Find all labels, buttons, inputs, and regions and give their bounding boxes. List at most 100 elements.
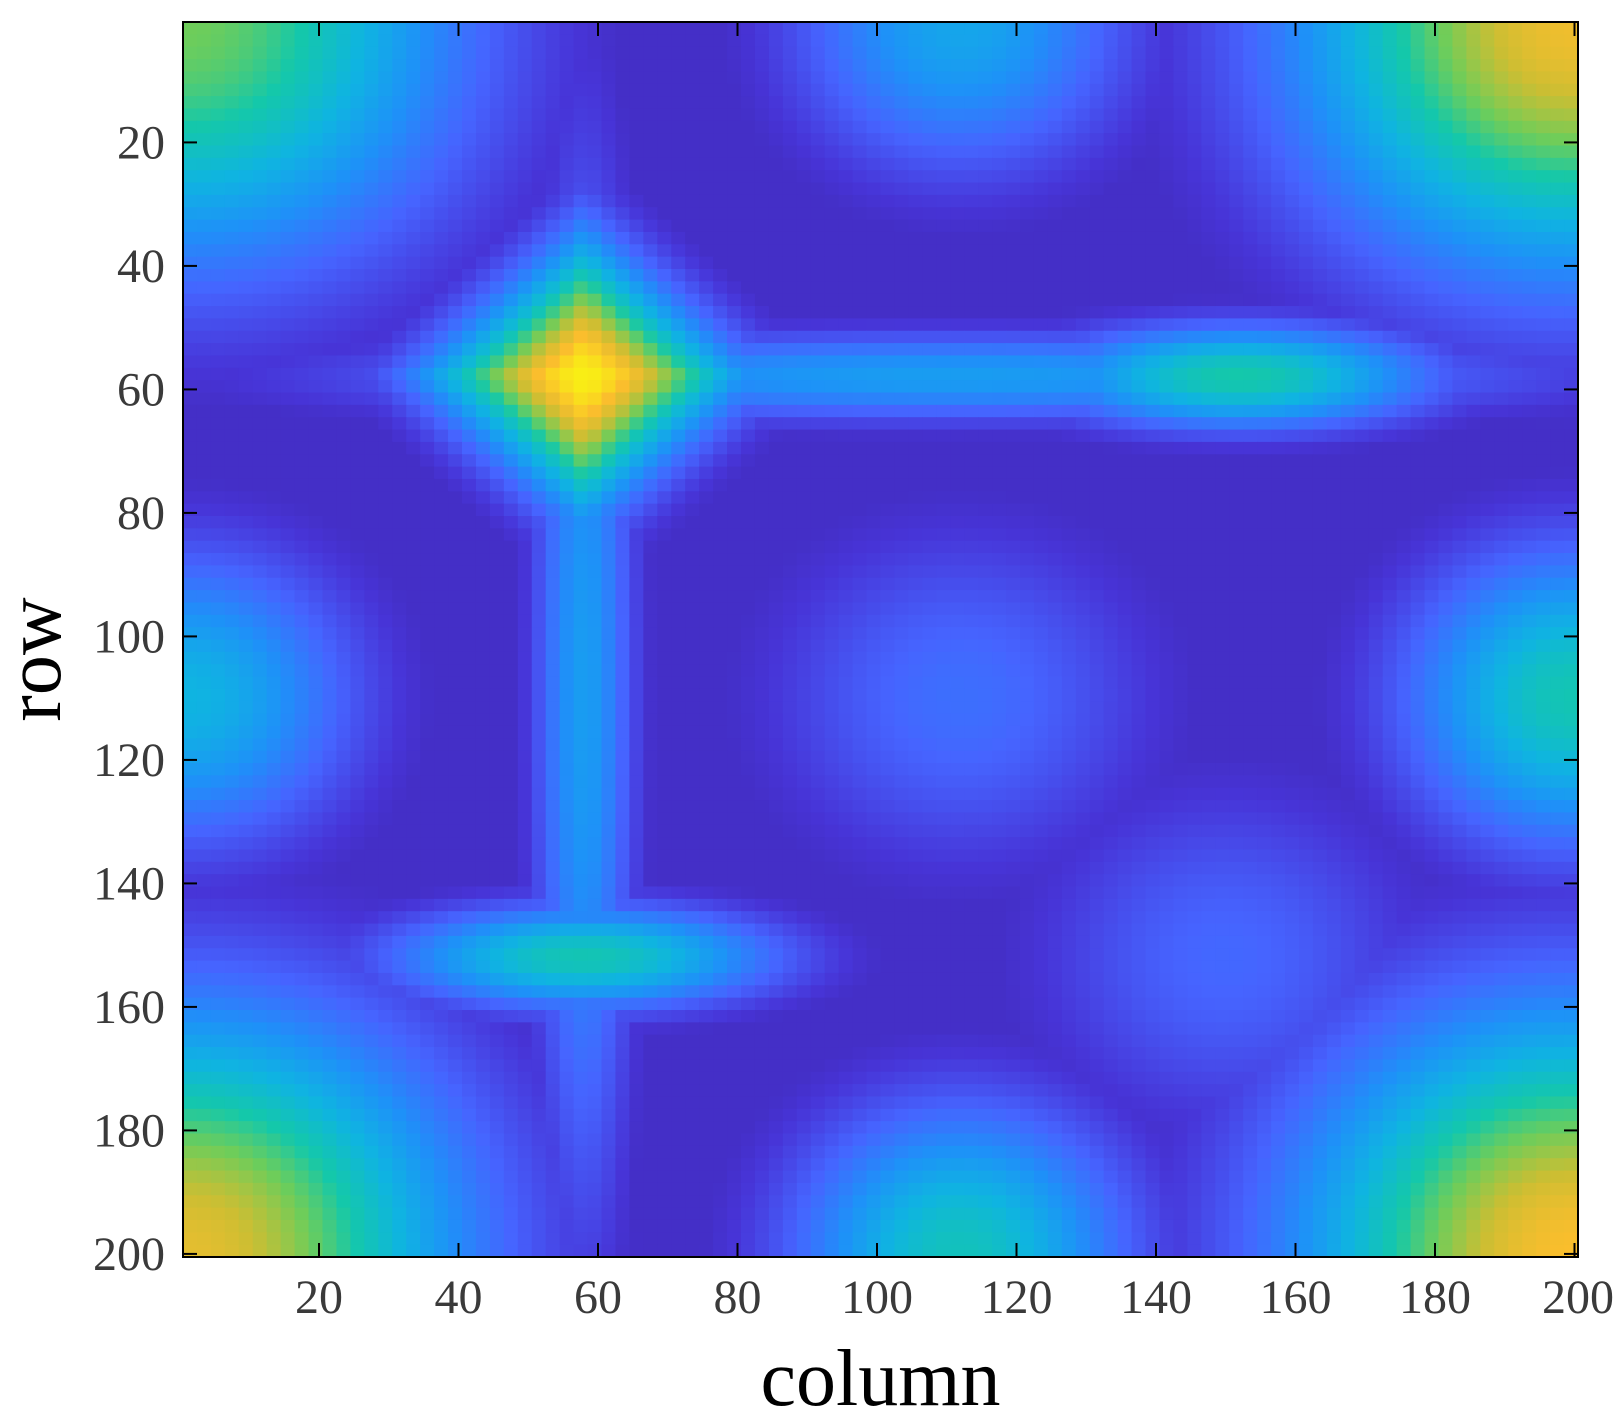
heatmap-cell bbox=[1368, 170, 1384, 184]
heatmap-cell bbox=[1201, 380, 1216, 394]
heatmap-cell bbox=[713, 71, 728, 85]
heatmap-cell bbox=[238, 417, 254, 431]
heatmap-cell bbox=[1020, 59, 1035, 72]
heatmap-cell bbox=[392, 614, 407, 628]
heatmap-cell bbox=[420, 330, 435, 344]
heatmap-cell bbox=[1522, 441, 1537, 455]
heatmap-cell bbox=[434, 145, 449, 159]
heatmap-cell bbox=[1020, 269, 1035, 282]
heatmap-cell bbox=[475, 194, 491, 208]
heatmap-cell bbox=[754, 194, 770, 208]
heatmap-cell bbox=[517, 22, 533, 35]
heatmap-cell bbox=[224, 590, 240, 604]
heatmap-cell bbox=[224, 22, 240, 35]
heatmap-cell bbox=[768, 306, 784, 319]
heatmap-cell bbox=[336, 392, 351, 406]
heatmap-cell bbox=[517, 466, 533, 480]
heatmap-cell bbox=[420, 293, 435, 307]
heatmap-cell bbox=[545, 293, 561, 307]
heatmap-cell bbox=[294, 602, 310, 616]
heatmap-cell bbox=[1006, 417, 1021, 431]
heatmap-cell bbox=[531, 355, 547, 369]
heatmap-cell bbox=[1312, 306, 1328, 319]
heatmap-cell bbox=[1354, 466, 1370, 480]
heatmap-cell bbox=[266, 454, 282, 468]
heatmap-cell bbox=[1020, 46, 1035, 60]
heatmap-cell bbox=[434, 441, 449, 455]
heatmap-cell bbox=[1131, 330, 1147, 344]
heatmap-cell bbox=[992, 441, 1007, 455]
heatmap-cell bbox=[1508, 256, 1523, 270]
heatmap-cell bbox=[364, 417, 379, 431]
heatmap-cell bbox=[280, 528, 296, 542]
heatmap-cell bbox=[838, 503, 854, 517]
heatmap-cell bbox=[1243, 454, 1258, 468]
heatmap-cell bbox=[475, 120, 491, 134]
heatmap-cell bbox=[936, 318, 951, 332]
heatmap-cell bbox=[1299, 281, 1314, 295]
heatmap-cell bbox=[210, 231, 226, 245]
heatmap-cell bbox=[559, 108, 575, 122]
heatmap-cell bbox=[1299, 355, 1314, 369]
heatmap-cell bbox=[1536, 34, 1551, 48]
heatmap-cell bbox=[448, 404, 463, 418]
heatmap-cell bbox=[1173, 293, 1188, 307]
heatmap-cell bbox=[238, 182, 254, 196]
heatmap-cell bbox=[1103, 491, 1119, 505]
heatmap-cell bbox=[294, 478, 310, 492]
heatmap-cell bbox=[420, 157, 435, 171]
heatmap-cell bbox=[1340, 454, 1356, 468]
heatmap-cell bbox=[224, 83, 240, 97]
heatmap-cell bbox=[1131, 281, 1147, 295]
heatmap-cell bbox=[643, 96, 658, 110]
heatmap-cell bbox=[1020, 417, 1035, 431]
heatmap-cell bbox=[350, 516, 365, 529]
heatmap-cell bbox=[1438, 590, 1454, 604]
heatmap-cell bbox=[908, 404, 923, 418]
heatmap-cell bbox=[838, 145, 854, 159]
heatmap-cell bbox=[434, 293, 449, 307]
heatmap-cell bbox=[1424, 380, 1440, 394]
heatmap-cell bbox=[1229, 120, 1244, 134]
heatmap-cell bbox=[322, 577, 338, 591]
heatmap-cell bbox=[643, 231, 658, 245]
heatmap-cell bbox=[587, 219, 603, 233]
heatmap-cell bbox=[1285, 528, 1300, 542]
heatmap-cell bbox=[1145, 269, 1161, 282]
heatmap-cell bbox=[1145, 392, 1161, 406]
heatmap-cell bbox=[1410, 96, 1426, 110]
heatmap-cell bbox=[1312, 516, 1328, 529]
heatmap-cell bbox=[1340, 281, 1356, 295]
heatmap-cell bbox=[992, 269, 1007, 282]
heatmap-cell bbox=[810, 540, 826, 554]
heatmap-cell bbox=[1243, 355, 1258, 369]
heatmap-cell bbox=[1020, 429, 1035, 443]
heatmap-cell bbox=[908, 614, 923, 628]
heatmap-cell bbox=[601, 59, 617, 72]
heatmap-cell bbox=[1243, 157, 1258, 171]
heatmap-cell bbox=[1354, 231, 1370, 245]
heatmap-cell bbox=[448, 441, 463, 455]
heatmap-cell bbox=[782, 590, 798, 604]
heatmap-cell bbox=[308, 516, 324, 529]
heatmap-cell bbox=[1494, 96, 1509, 110]
heatmap-cell bbox=[280, 182, 296, 196]
heatmap-cell bbox=[657, 367, 672, 381]
heatmap-cell bbox=[810, 34, 826, 48]
heatmap-cell bbox=[210, 194, 226, 208]
heatmap-cell bbox=[489, 343, 505, 357]
heatmap-cell bbox=[196, 157, 212, 171]
heatmap-cell bbox=[950, 306, 965, 319]
heatmap-cell bbox=[224, 219, 240, 233]
heatmap-cell bbox=[964, 244, 979, 258]
heatmap-cell bbox=[1382, 614, 1398, 628]
heatmap-cell bbox=[1480, 59, 1495, 72]
heatmap-cell bbox=[992, 59, 1007, 72]
heatmap-cell bbox=[1103, 404, 1119, 418]
heatmap-cell bbox=[1368, 627, 1384, 641]
heatmap-cell bbox=[1187, 34, 1202, 48]
heatmap-cell bbox=[1354, 330, 1370, 344]
heatmap-cell bbox=[950, 367, 965, 381]
heatmap-cell bbox=[685, 454, 700, 468]
heatmap-cell bbox=[1312, 503, 1328, 517]
